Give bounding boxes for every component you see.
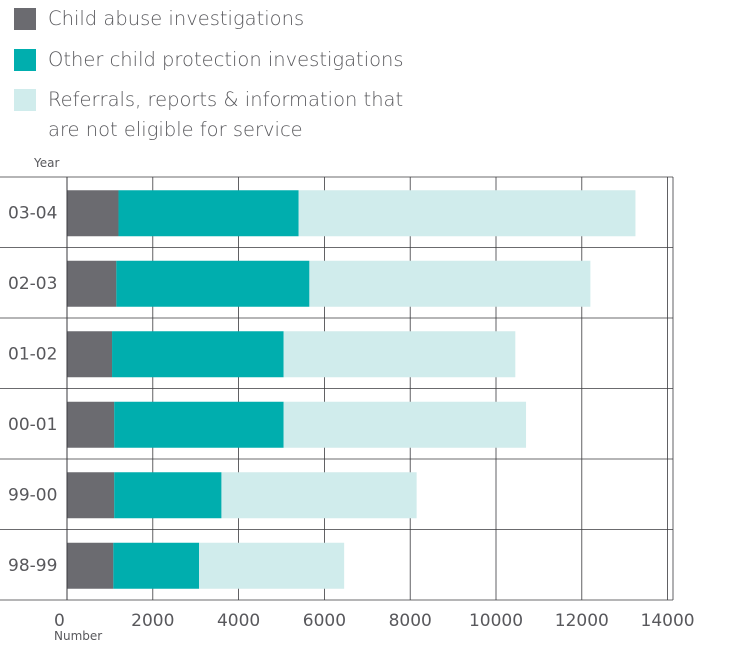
y-tick-label: 03-04 — [8, 203, 57, 223]
x-tick-label: 0 — [54, 611, 65, 631]
legend-swatch-other-protection — [14, 49, 36, 71]
bar-segment-99-00-s1 — [114, 472, 222, 519]
legend-swatch-child-abuse — [14, 8, 36, 30]
bar-segment-02-03-s2 — [309, 260, 591, 307]
bar-segment-99-00-s0 — [67, 472, 115, 519]
bar-segment-01-02-s1 — [112, 331, 284, 378]
bar-segment-03-04-s1 — [118, 190, 299, 237]
y-tick-label: 00-01 — [8, 415, 57, 435]
bar-segment-02-03-s1 — [116, 260, 310, 307]
bar-segment-03-04-s2 — [298, 190, 636, 237]
bar-segment-98-99-s0 — [67, 542, 114, 589]
bar-segment-03-04-s0 — [67, 190, 119, 237]
x-tick-label: 4000 — [217, 611, 260, 631]
chart-legend: Child abuse investigations Other child p… — [14, 0, 534, 150]
legend-swatch-referrals — [14, 89, 36, 111]
legend-label-child-abuse: Child abuse investigations — [48, 7, 305, 30]
bar-segment-01-02-s0 — [67, 331, 113, 378]
y-tick-label: 01-02 — [8, 344, 57, 364]
legend-label-other-protection: Other child protection investigations — [48, 48, 404, 71]
stacked-bar-chart: 03-04 02-03 01-02 00-01 99-00 98-99 0 2000 4000 6… — [0, 156, 695, 643]
legend-item-referrals: Referrals, reports & information that ar… — [14, 88, 428, 145]
bar-segment-98-99-s2 — [199, 542, 345, 589]
y-tick-label: 98-99 — [8, 556, 57, 576]
bar-segment-00-01-s1 — [114, 401, 284, 448]
x-tick-label: 14000 — [641, 611, 695, 631]
axis-layer: 03-04 02-03 01-02 00-01 99-00 98-99 0 2000 4000 6… — [8, 177, 695, 631]
bar-segment-00-01-s0 — [67, 401, 115, 448]
y-tick-label: 02-03 — [8, 274, 57, 294]
bar-segment-01-02-s2 — [283, 331, 516, 378]
bar-segment-99-00-s2 — [221, 472, 417, 519]
bar-segment-00-01-s2 — [283, 401, 527, 448]
legend-label-referrals: Referrals, reports & information that ar… — [48, 88, 404, 141]
y-axis-title: Year — [33, 156, 59, 170]
bar-segment-98-99-s1 — [113, 542, 200, 589]
x-tick-label: 12000 — [555, 611, 609, 631]
bars-layer — [67, 190, 636, 589]
legend-item-other-protection: Other child protection investigations — [14, 48, 404, 75]
bar-segment-02-03-s0 — [67, 260, 117, 307]
x-tick-label: 8000 — [389, 611, 432, 631]
legend-item-child-abuse: Child abuse investigations — [14, 7, 304, 34]
x-axis-title: Number — [54, 629, 102, 643]
y-tick-label: 99-00 — [8, 485, 57, 505]
x-tick-label: 2000 — [131, 611, 174, 631]
grid-layer — [0, 176, 674, 601]
x-tick-label: 10000 — [469, 611, 523, 631]
x-tick-label: 6000 — [303, 611, 346, 631]
